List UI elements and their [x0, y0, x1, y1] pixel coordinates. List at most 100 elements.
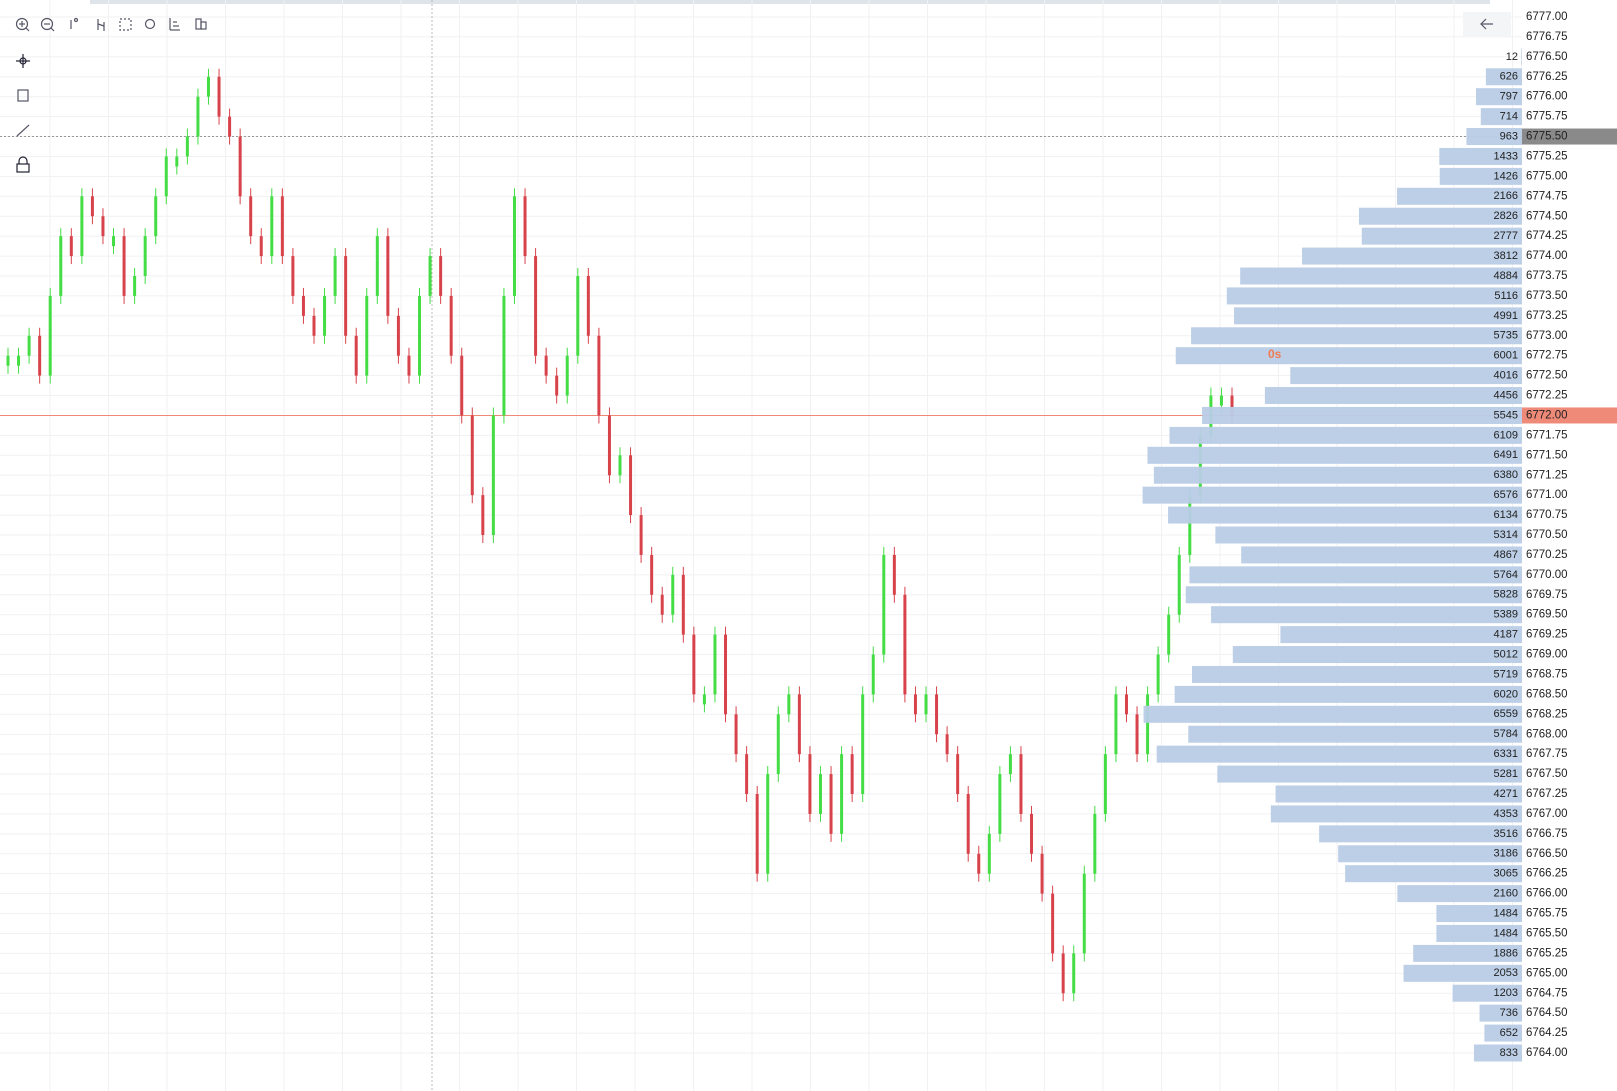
price-label: 6777.00: [1526, 11, 1568, 23]
price-label: 6766.50: [1526, 848, 1568, 860]
profile-bar: [1147, 446, 1522, 464]
profile-bar: [1241, 546, 1522, 564]
notes-tool[interactable]: [17, 89, 29, 102]
profile-bar: [1476, 88, 1522, 106]
volume-label: 6491: [1494, 449, 1518, 461]
price-label: 6772.75: [1526, 350, 1568, 362]
volume-label: 5389: [1494, 609, 1518, 621]
price-label: 6766.00: [1526, 888, 1568, 900]
volume-label: 4187: [1494, 629, 1518, 641]
profile-bar: [1188, 725, 1522, 743]
price-label: 6770.50: [1526, 529, 1568, 541]
profile-bar: [1202, 406, 1522, 424]
profile-bar: [1452, 984, 1522, 1002]
price-label: 6776.50: [1526, 51, 1568, 63]
price-label: 6769.50: [1526, 609, 1568, 621]
line-tool[interactable]: [16, 124, 30, 137]
volume-label: 1433: [1494, 150, 1518, 162]
profile-bar: [1217, 765, 1522, 783]
top-strip: [90, 0, 1490, 4]
zoom-out[interactable]: [40, 17, 55, 32]
price-label: 6771.00: [1526, 489, 1568, 501]
volume-label: 2160: [1494, 888, 1518, 900]
volume-label: 5764: [1494, 569, 1518, 581]
price-label: 6772.00: [1526, 409, 1568, 421]
back-button[interactable]: [1463, 12, 1511, 36]
price-label: 6769.25: [1526, 629, 1568, 641]
zoom-in[interactable]: [15, 17, 30, 32]
profile-bar: [1479, 1004, 1522, 1022]
price-label: 6767.25: [1526, 788, 1568, 800]
price-label: 6768.75: [1526, 668, 1568, 680]
price-label: 6765.25: [1526, 947, 1568, 959]
profile-bar: [1192, 665, 1522, 683]
price-highlight: [1522, 407, 1617, 424]
select[interactable]: [119, 18, 132, 31]
toolbar: [15, 12, 1511, 173]
profile-bar: [1439, 147, 1522, 165]
volume-label: 963: [1500, 130, 1518, 142]
crosshair-tool[interactable]: [16, 54, 30, 68]
interval[interactable]: [70, 17, 79, 30]
price-label: 6764.50: [1526, 1007, 1568, 1019]
price-label: 6764.75: [1526, 987, 1568, 999]
volume-label: 4016: [1494, 370, 1518, 382]
price-label: 6776.00: [1526, 91, 1568, 103]
price-label: 6764.25: [1526, 1027, 1568, 1039]
price-label: 6773.25: [1526, 310, 1568, 322]
profile-bar: [1480, 108, 1522, 126]
profile-bar: [1270, 805, 1522, 823]
profile-bar: [1153, 466, 1522, 484]
profile-bar: [1436, 924, 1522, 942]
volume-label: 5735: [1494, 330, 1518, 342]
profile-bar: [1397, 187, 1522, 205]
profile-bar: [1413, 944, 1522, 962]
volume-label: 5828: [1494, 589, 1518, 601]
profile-bar: [1345, 865, 1522, 883]
price-label: 6768.50: [1526, 688, 1568, 700]
profile-bar: [1473, 1044, 1522, 1062]
price-label: 6765.00: [1526, 967, 1568, 979]
volume-label: 3186: [1494, 848, 1518, 860]
profile-bar: [1521, 48, 1522, 66]
volume-label: 6109: [1494, 429, 1518, 441]
volume-label: 5784: [1494, 728, 1518, 740]
profile-bar: [1397, 885, 1522, 903]
price-label: 6768.00: [1526, 728, 1568, 740]
profile-bar: [1439, 167, 1522, 185]
volume-label: 736: [1500, 1007, 1518, 1019]
candle-type[interactable]: [97, 19, 105, 31]
profile-bar: [1234, 307, 1522, 325]
volume-label: 5314: [1494, 529, 1518, 541]
volume-label: 5116: [1494, 290, 1518, 302]
profile-bar: [1226, 287, 1522, 305]
countdown: 0s: [1268, 347, 1282, 361]
profile-bar: [1168, 506, 1522, 524]
price-label: 6765.75: [1526, 908, 1568, 920]
profile-bar: [1361, 227, 1522, 245]
price-label: 6774.25: [1526, 230, 1568, 242]
volume-label: 6134: [1494, 509, 1518, 521]
price-label: 6776.25: [1526, 71, 1568, 83]
volume-label: 4456: [1494, 389, 1518, 401]
profile-bar: [1191, 327, 1522, 345]
price-label: 6775.25: [1526, 150, 1568, 162]
volume-label: 6380: [1494, 469, 1518, 481]
price-label: 6771.25: [1526, 469, 1568, 481]
indicators[interactable]: [169, 18, 180, 31]
price-label: 6772.50: [1526, 370, 1568, 382]
volume-label: 1203: [1494, 987, 1518, 999]
price-label: 6767.75: [1526, 748, 1568, 760]
profile-bar: [1240, 267, 1522, 285]
volume-label: 4884: [1494, 270, 1518, 282]
price-label: 6773.00: [1526, 330, 1568, 342]
price-label: 6770.25: [1526, 549, 1568, 561]
profile-bar: [1175, 347, 1522, 365]
price-label: 6776.75: [1526, 31, 1568, 43]
volume-label: 5719: [1494, 668, 1518, 680]
price-label: 6774.50: [1526, 210, 1568, 222]
settings[interactable]: [144, 18, 156, 30]
profile-bar: [1466, 128, 1522, 146]
layout[interactable]: [195, 18, 207, 30]
lock-tool[interactable]: [16, 156, 30, 173]
